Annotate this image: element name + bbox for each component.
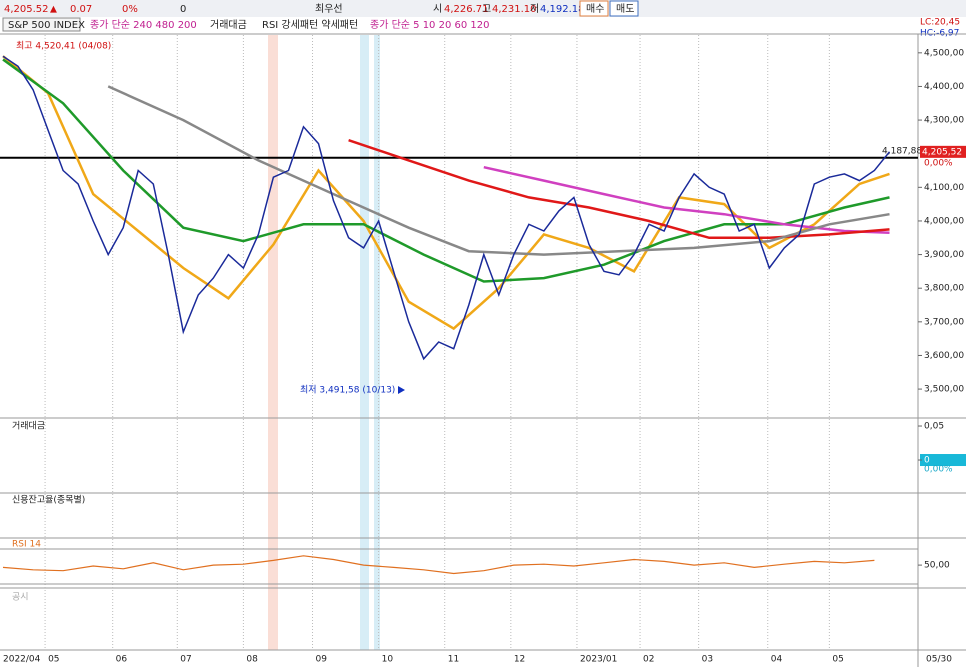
low-annotation: 최저 3,491,58 (10/13) [300, 385, 395, 396]
legend-item: RSI 강세패턴 약세패턴 [262, 19, 358, 31]
panel-title: 거래대금 [12, 421, 45, 432]
x-tick-label: 03 [702, 655, 713, 665]
x-tick-label: 02 [643, 655, 654, 665]
panel-title: RSI 14 [12, 540, 41, 550]
y-tick-label: 3,800,00 [924, 284, 964, 294]
y-tick-label: 0 [924, 456, 930, 466]
y-tick-label: 4,300,00 [924, 116, 964, 126]
y-tick-label: 3,500,00 [924, 385, 964, 395]
y-tick-label: 50,00 [924, 561, 950, 571]
arrow: ▲ [50, 5, 57, 15]
x-tick-label: 10 [382, 655, 394, 665]
pattern-band [360, 35, 369, 650]
last-price-label: 4,205,52 [922, 147, 962, 157]
low: 4,192.18 [540, 4, 585, 15]
series-line [483, 165, 890, 234]
sell-label[interactable]: 매도 [616, 3, 634, 15]
pct: 0% [122, 4, 138, 15]
y-tick-label: 0,05 [924, 422, 944, 432]
x-tick-label: 09 [316, 655, 328, 665]
high: 4,231.10 [492, 4, 537, 15]
series-line [2, 55, 890, 331]
series-line [2, 55, 891, 361]
change: 0.07 [70, 4, 92, 15]
pattern-band [268, 35, 278, 650]
lc: LC:20,45 [920, 18, 960, 28]
panel-title: 공시 [12, 592, 29, 603]
pattern-band [374, 35, 380, 650]
level-label: 4,187,88 [882, 146, 922, 156]
last-price-box [920, 145, 966, 158]
title-box [2, 17, 81, 32]
panel-title: 신용잔고율(종목별) [12, 495, 85, 506]
buy-label[interactable]: 매수 [586, 3, 604, 15]
buy-button[interactable] [579, 0, 609, 17]
x-tick-label: 06 [116, 655, 128, 665]
last-pct: 0,00% [924, 158, 953, 168]
open: 4,226.71 [444, 4, 489, 15]
y-tick-label: 4,000,00 [924, 216, 964, 226]
legend-item: 종가 단순 240 480 200 [90, 19, 197, 31]
legend-item: 거래대금 [210, 19, 247, 31]
x-tick-label: 2022/04 [3, 655, 41, 665]
best: 최우선 [315, 3, 343, 15]
y-tick-label: 3,600,00 [924, 351, 964, 361]
rsi-line [2, 555, 875, 575]
volume: 0 [180, 4, 186, 15]
y-tick-label: 3,900,00 [924, 250, 964, 260]
x-tick-label: 12 [514, 655, 525, 665]
x-tick-label: 05 [48, 655, 59, 665]
x-tick-label: 08 [246, 655, 258, 665]
series-line [107, 85, 890, 256]
legend-item: 종가 단순 5 10 20 60 120 [370, 19, 490, 31]
series-line [348, 139, 890, 240]
low-label: 저 [530, 3, 539, 15]
zero-box [920, 454, 966, 467]
x-tick-label: 11 [448, 655, 459, 665]
series-line [2, 58, 890, 283]
y-tick-label: 3,700,00 [924, 317, 964, 327]
y-tick-label: 4,400,00 [924, 82, 964, 92]
y-tick-label: 4,100,00 [924, 183, 964, 193]
high-label: 고 [482, 4, 491, 15]
y-tick-label: 4,500,00 [924, 48, 964, 58]
panel-borders [0, 33, 966, 667]
x-tick-label: 04 [771, 655, 783, 665]
sell-button[interactable] [609, 0, 639, 17]
low-arrow [398, 386, 405, 394]
x-tick-label: 2023/01 [580, 655, 617, 665]
chart-title: S&P 500 INDEX [8, 20, 85, 31]
high-annotation: 최고 4,520,41 (04/08) [16, 41, 111, 52]
price: 4,205.52 [4, 4, 49, 15]
x-tick-label: 07 [180, 655, 191, 665]
last-date: 05/30 [926, 655, 952, 665]
volume-pct: 0,00% [924, 465, 953, 475]
open-label: 시 [433, 3, 442, 15]
x-tick-label: 05 [832, 655, 843, 665]
toolbar-bg [0, 0, 966, 17]
